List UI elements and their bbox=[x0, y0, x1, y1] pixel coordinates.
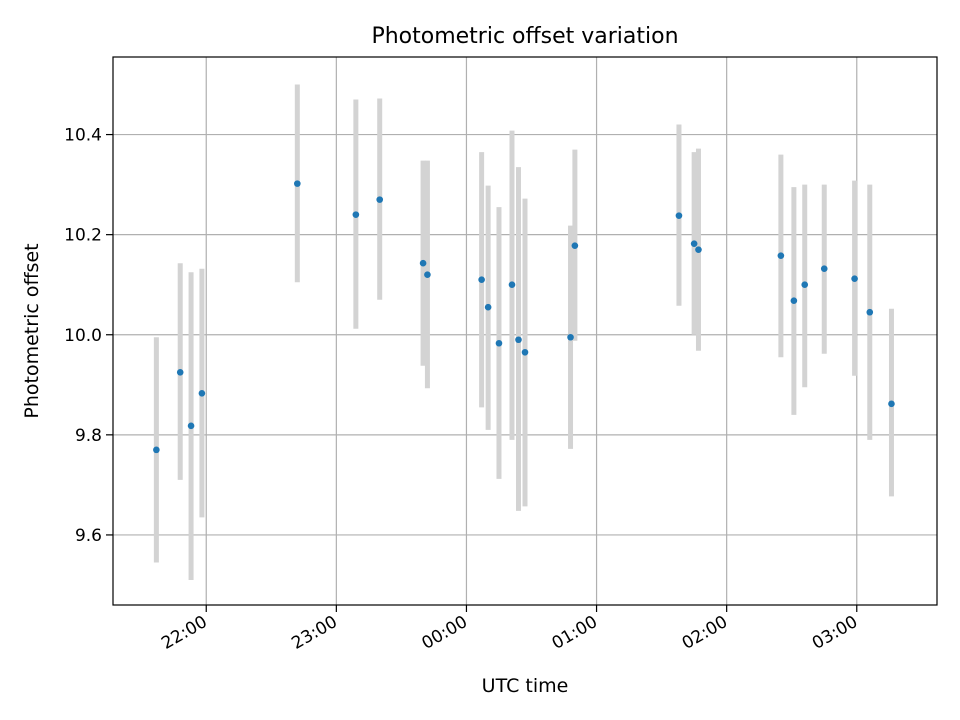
y-tick-label: 9.8 bbox=[75, 426, 102, 446]
data-point bbox=[851, 275, 858, 283]
data-point bbox=[176, 368, 184, 376]
data-point bbox=[187, 422, 195, 430]
data-point bbox=[424, 271, 431, 278]
data-point bbox=[508, 281, 516, 289]
data-point bbox=[567, 333, 574, 341]
data-point bbox=[790, 297, 798, 305]
chart-title: Photometric offset variation bbox=[371, 24, 678, 49]
y-tick-label: 10.2 bbox=[64, 226, 102, 246]
y-tick-label: 10.0 bbox=[64, 326, 102, 346]
y-tick-label: 10.4 bbox=[64, 126, 102, 146]
data-point bbox=[294, 180, 301, 187]
y-tick-label: 9.6 bbox=[75, 526, 102, 546]
plot-frame bbox=[112, 56, 938, 606]
data-point bbox=[888, 400, 895, 408]
data-point bbox=[478, 276, 485, 284]
data-point bbox=[376, 196, 384, 203]
data-point bbox=[419, 259, 427, 267]
data-point bbox=[515, 336, 522, 344]
data-point bbox=[198, 390, 206, 397]
data-point bbox=[801, 281, 809, 289]
data-point bbox=[675, 212, 683, 219]
y-axis: 9.6 9.8 10.0 10.2 10.4 bbox=[64, 126, 113, 546]
data-point bbox=[866, 308, 874, 316]
data-point bbox=[777, 252, 785, 259]
data-point bbox=[571, 242, 579, 249]
data-point bbox=[695, 246, 702, 253]
data-point bbox=[352, 211, 360, 218]
data-point bbox=[820, 265, 828, 272]
data-point bbox=[153, 446, 160, 454]
data-points bbox=[153, 180, 895, 454]
data-point bbox=[521, 348, 529, 356]
data-point bbox=[484, 303, 492, 311]
x-axis-label: UTC time bbox=[482, 675, 569, 697]
y-axis-label: Photometric offset bbox=[21, 243, 43, 418]
data-point bbox=[495, 339, 503, 347]
data-point bbox=[690, 240, 698, 247]
